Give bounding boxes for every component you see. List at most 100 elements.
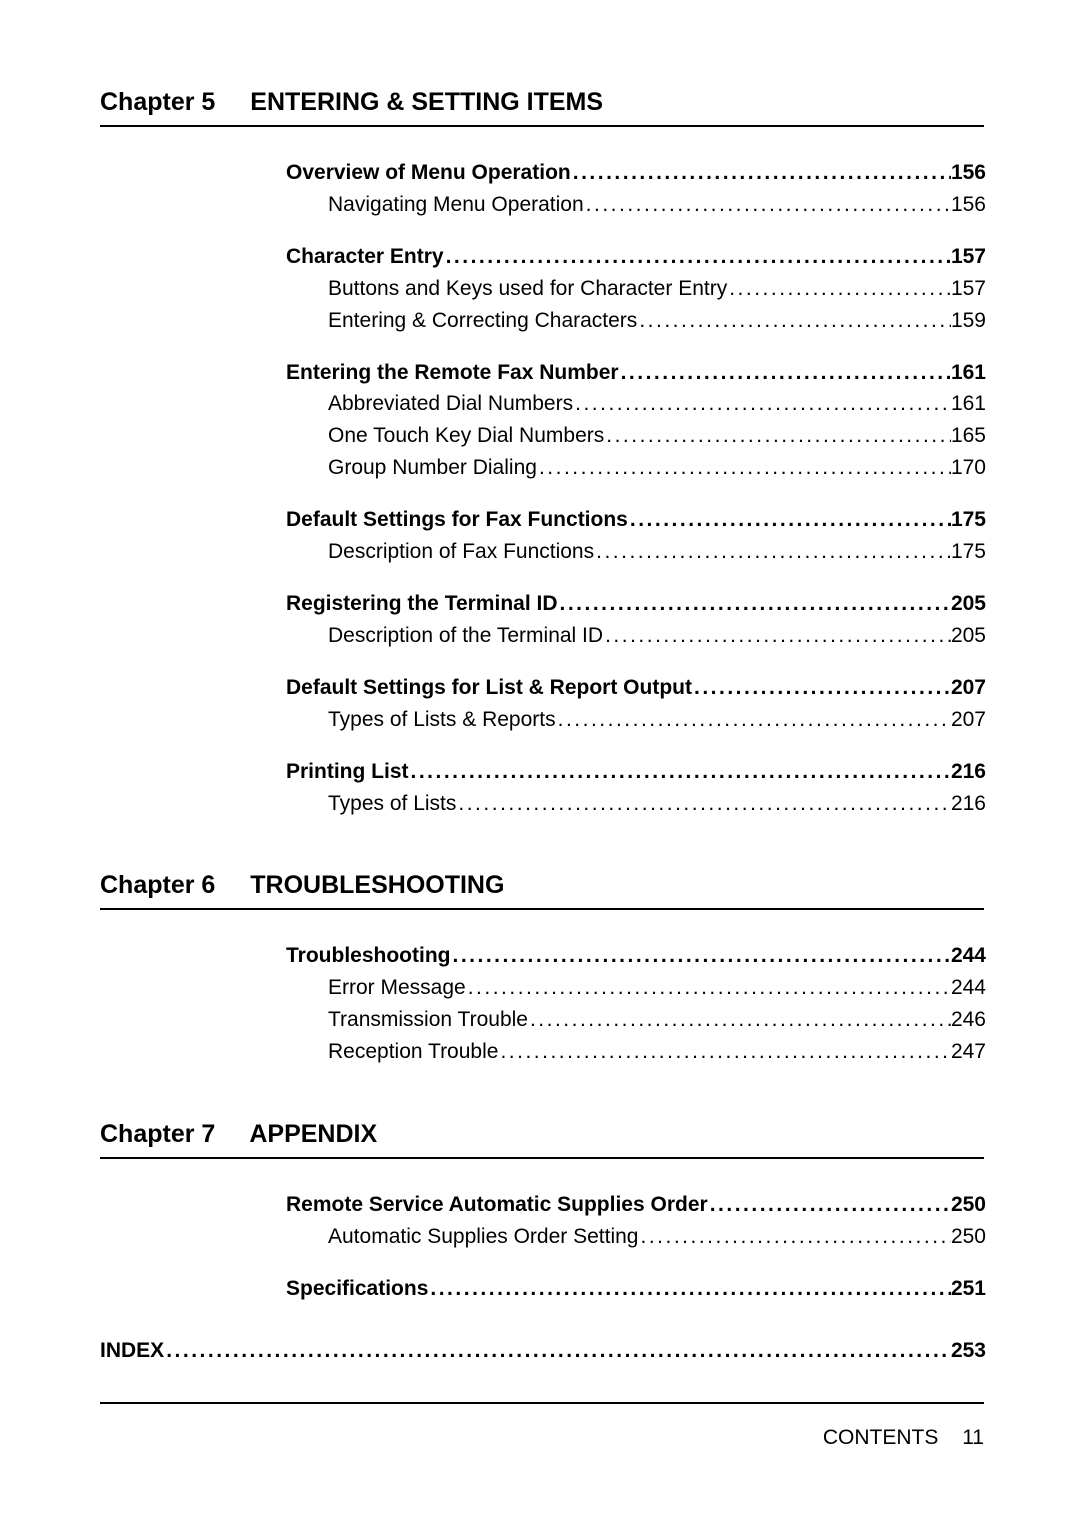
chapter-label: Chapter 7 <box>100 1120 215 1149</box>
toc-group: Specifications..........................… <box>286 1273 984 1305</box>
toc-entry: Reception Trouble.......................… <box>286 1036 986 1068</box>
toc-text: Default Settings for List & Report Outpu… <box>286 672 692 704</box>
toc-entry: One Touch Key Dial Numbers..............… <box>286 420 986 452</box>
footer-page-number: 11 <box>962 1426 984 1449</box>
index-entry: INDEX ..................................… <box>100 1339 986 1363</box>
chapter-label: Chapter 5 <box>100 88 215 117</box>
toc-entry: Description of the Terminal ID..........… <box>286 620 986 652</box>
toc-text: Entering & Correcting Characters <box>286 305 637 337</box>
dot-leader: ........................................… <box>164 1339 951 1363</box>
toc-text: Entering the Remote Fax Number <box>286 357 619 389</box>
dot-leader: ........................................… <box>584 189 951 221</box>
toc-entry: Remote Service Automatic Supplies Order.… <box>286 1189 986 1221</box>
toc-entry: Specifications..........................… <box>286 1273 986 1305</box>
toc-entry: Description of Fax Functions............… <box>286 536 986 568</box>
chapter-label: Chapter 6 <box>100 871 215 900</box>
toc-group: Troubleshooting.........................… <box>286 940 984 1068</box>
dot-leader: ........................................… <box>558 588 951 620</box>
toc-page: 205 <box>951 588 986 620</box>
toc-text: Default Settings for Fax Functions <box>286 504 628 536</box>
toc-entry: Group Number Dialing....................… <box>286 452 986 484</box>
dot-leader: ........................................… <box>619 357 951 389</box>
toc-text: Transmission Trouble <box>286 1004 528 1036</box>
chapter-title: ENTERING & SETTING ITEMS <box>250 88 603 116</box>
toc-page: 216 <box>951 756 986 788</box>
dot-leader: ........................................… <box>628 504 951 536</box>
chapter-title: TROUBLESHOOTING <box>250 871 504 899</box>
toc-page: 207 <box>951 672 986 704</box>
chapter-title: APPENDIX <box>249 1120 377 1148</box>
toc-text: Printing List <box>286 756 409 788</box>
toc-page: 157 <box>951 241 986 273</box>
toc-entry: Types of Lists & Reports................… <box>286 704 986 736</box>
toc-group: Printing List...........................… <box>286 756 984 820</box>
toc-page: 216 <box>951 788 986 820</box>
toc-page: 247 <box>951 1036 986 1068</box>
index-text: INDEX <box>100 1339 164 1363</box>
toc-page: 161 <box>951 388 986 420</box>
toc-entry: Default Settings for Fax Functions......… <box>286 504 986 536</box>
toc-group: Overview of Menu Operation..............… <box>286 157 984 221</box>
toc-text: Types of Lists & Reports <box>286 704 556 736</box>
dot-leader: ........................................… <box>727 273 951 305</box>
toc-page: 175 <box>951 536 986 568</box>
dot-leader: ........................................… <box>456 788 951 820</box>
toc-text: Description of Fax Functions <box>286 536 594 568</box>
toc-entry: Abbreviated Dial Numbers................… <box>286 388 986 420</box>
toc-entry: Navigating Menu Operation...............… <box>286 189 986 221</box>
dot-leader: ........................................… <box>708 1189 951 1221</box>
toc-page: 156 <box>951 157 986 189</box>
toc-group: Character Entry.........................… <box>286 241 984 337</box>
toc-text: Description of the Terminal ID <box>286 620 603 652</box>
toc-page: 170 <box>951 452 986 484</box>
toc-text: Types of Lists <box>286 788 456 820</box>
toc-text: Character Entry <box>286 241 444 273</box>
toc-text: Specifications <box>286 1273 428 1305</box>
dot-leader: ........................................… <box>573 388 951 420</box>
chapter-heading: Chapter 5 ENTERING & SETTING ITEMS <box>100 88 984 127</box>
dot-leader: ........................................… <box>594 536 951 568</box>
toc-page: 250 <box>951 1189 986 1221</box>
toc-text: Buttons and Keys used for Character Entr… <box>286 273 727 305</box>
dot-leader: ........................................… <box>528 1004 951 1036</box>
dot-leader: ........................................… <box>450 940 950 972</box>
toc-page: 205 <box>951 620 986 652</box>
toc-page: 250 <box>951 1221 986 1253</box>
toc-text: Overview of Menu Operation <box>286 157 571 189</box>
dot-leader: ........................................… <box>537 452 951 484</box>
dot-leader: ........................................… <box>603 620 951 652</box>
toc-page: 156 <box>951 189 986 221</box>
toc-page: 159 <box>951 305 986 337</box>
toc-text: Registering the Terminal ID <box>286 588 558 620</box>
dot-leader: ........................................… <box>639 1221 951 1253</box>
dot-leader: ........................................… <box>498 1036 951 1068</box>
page-footer: CONTENTS 11 <box>100 1402 984 1450</box>
toc-entry: Overview of Menu Operation..............… <box>286 157 986 189</box>
chapter-heading: Chapter 6 TROUBLESHOOTING <box>100 871 984 910</box>
toc-group: Remote Service Automatic Supplies Order.… <box>286 1189 984 1253</box>
dot-leader: ........................................… <box>556 704 951 736</box>
toc-entry: Registering the Terminal ID.............… <box>286 588 986 620</box>
toc-text: Remote Service Automatic Supplies Order <box>286 1189 708 1221</box>
toc-text: Group Number Dialing <box>286 452 537 484</box>
toc-entry: Error Message...........................… <box>286 972 986 1004</box>
toc-page: 246 <box>951 1004 986 1036</box>
dot-leader: ........................................… <box>692 672 951 704</box>
dot-leader: ........................................… <box>604 420 951 452</box>
toc-entry: Character Entry.........................… <box>286 241 986 273</box>
toc-text: Reception Trouble <box>286 1036 498 1068</box>
toc-group: Default Settings for List & Report Outpu… <box>286 672 984 736</box>
toc-page: 161 <box>951 357 986 389</box>
toc-text: Automatic Supplies Order Setting <box>286 1221 639 1253</box>
toc-group: Default Settings for Fax Functions......… <box>286 504 984 568</box>
chapter-heading: Chapter 7 APPENDIX <box>100 1120 984 1159</box>
toc-entry: Buttons and Keys used for Character Entr… <box>286 273 986 305</box>
dot-leader: ........................................… <box>409 756 951 788</box>
toc-group: Entering the Remote Fax Number..........… <box>286 357 984 485</box>
toc-entry: Types of Lists..........................… <box>286 788 986 820</box>
toc-page: 244 <box>951 940 986 972</box>
toc-text: Navigating Menu Operation <box>286 189 584 221</box>
dot-leader: ........................................… <box>571 157 951 189</box>
toc-entry: Entering the Remote Fax Number..........… <box>286 357 986 389</box>
toc-group: Registering the Terminal ID.............… <box>286 588 984 652</box>
